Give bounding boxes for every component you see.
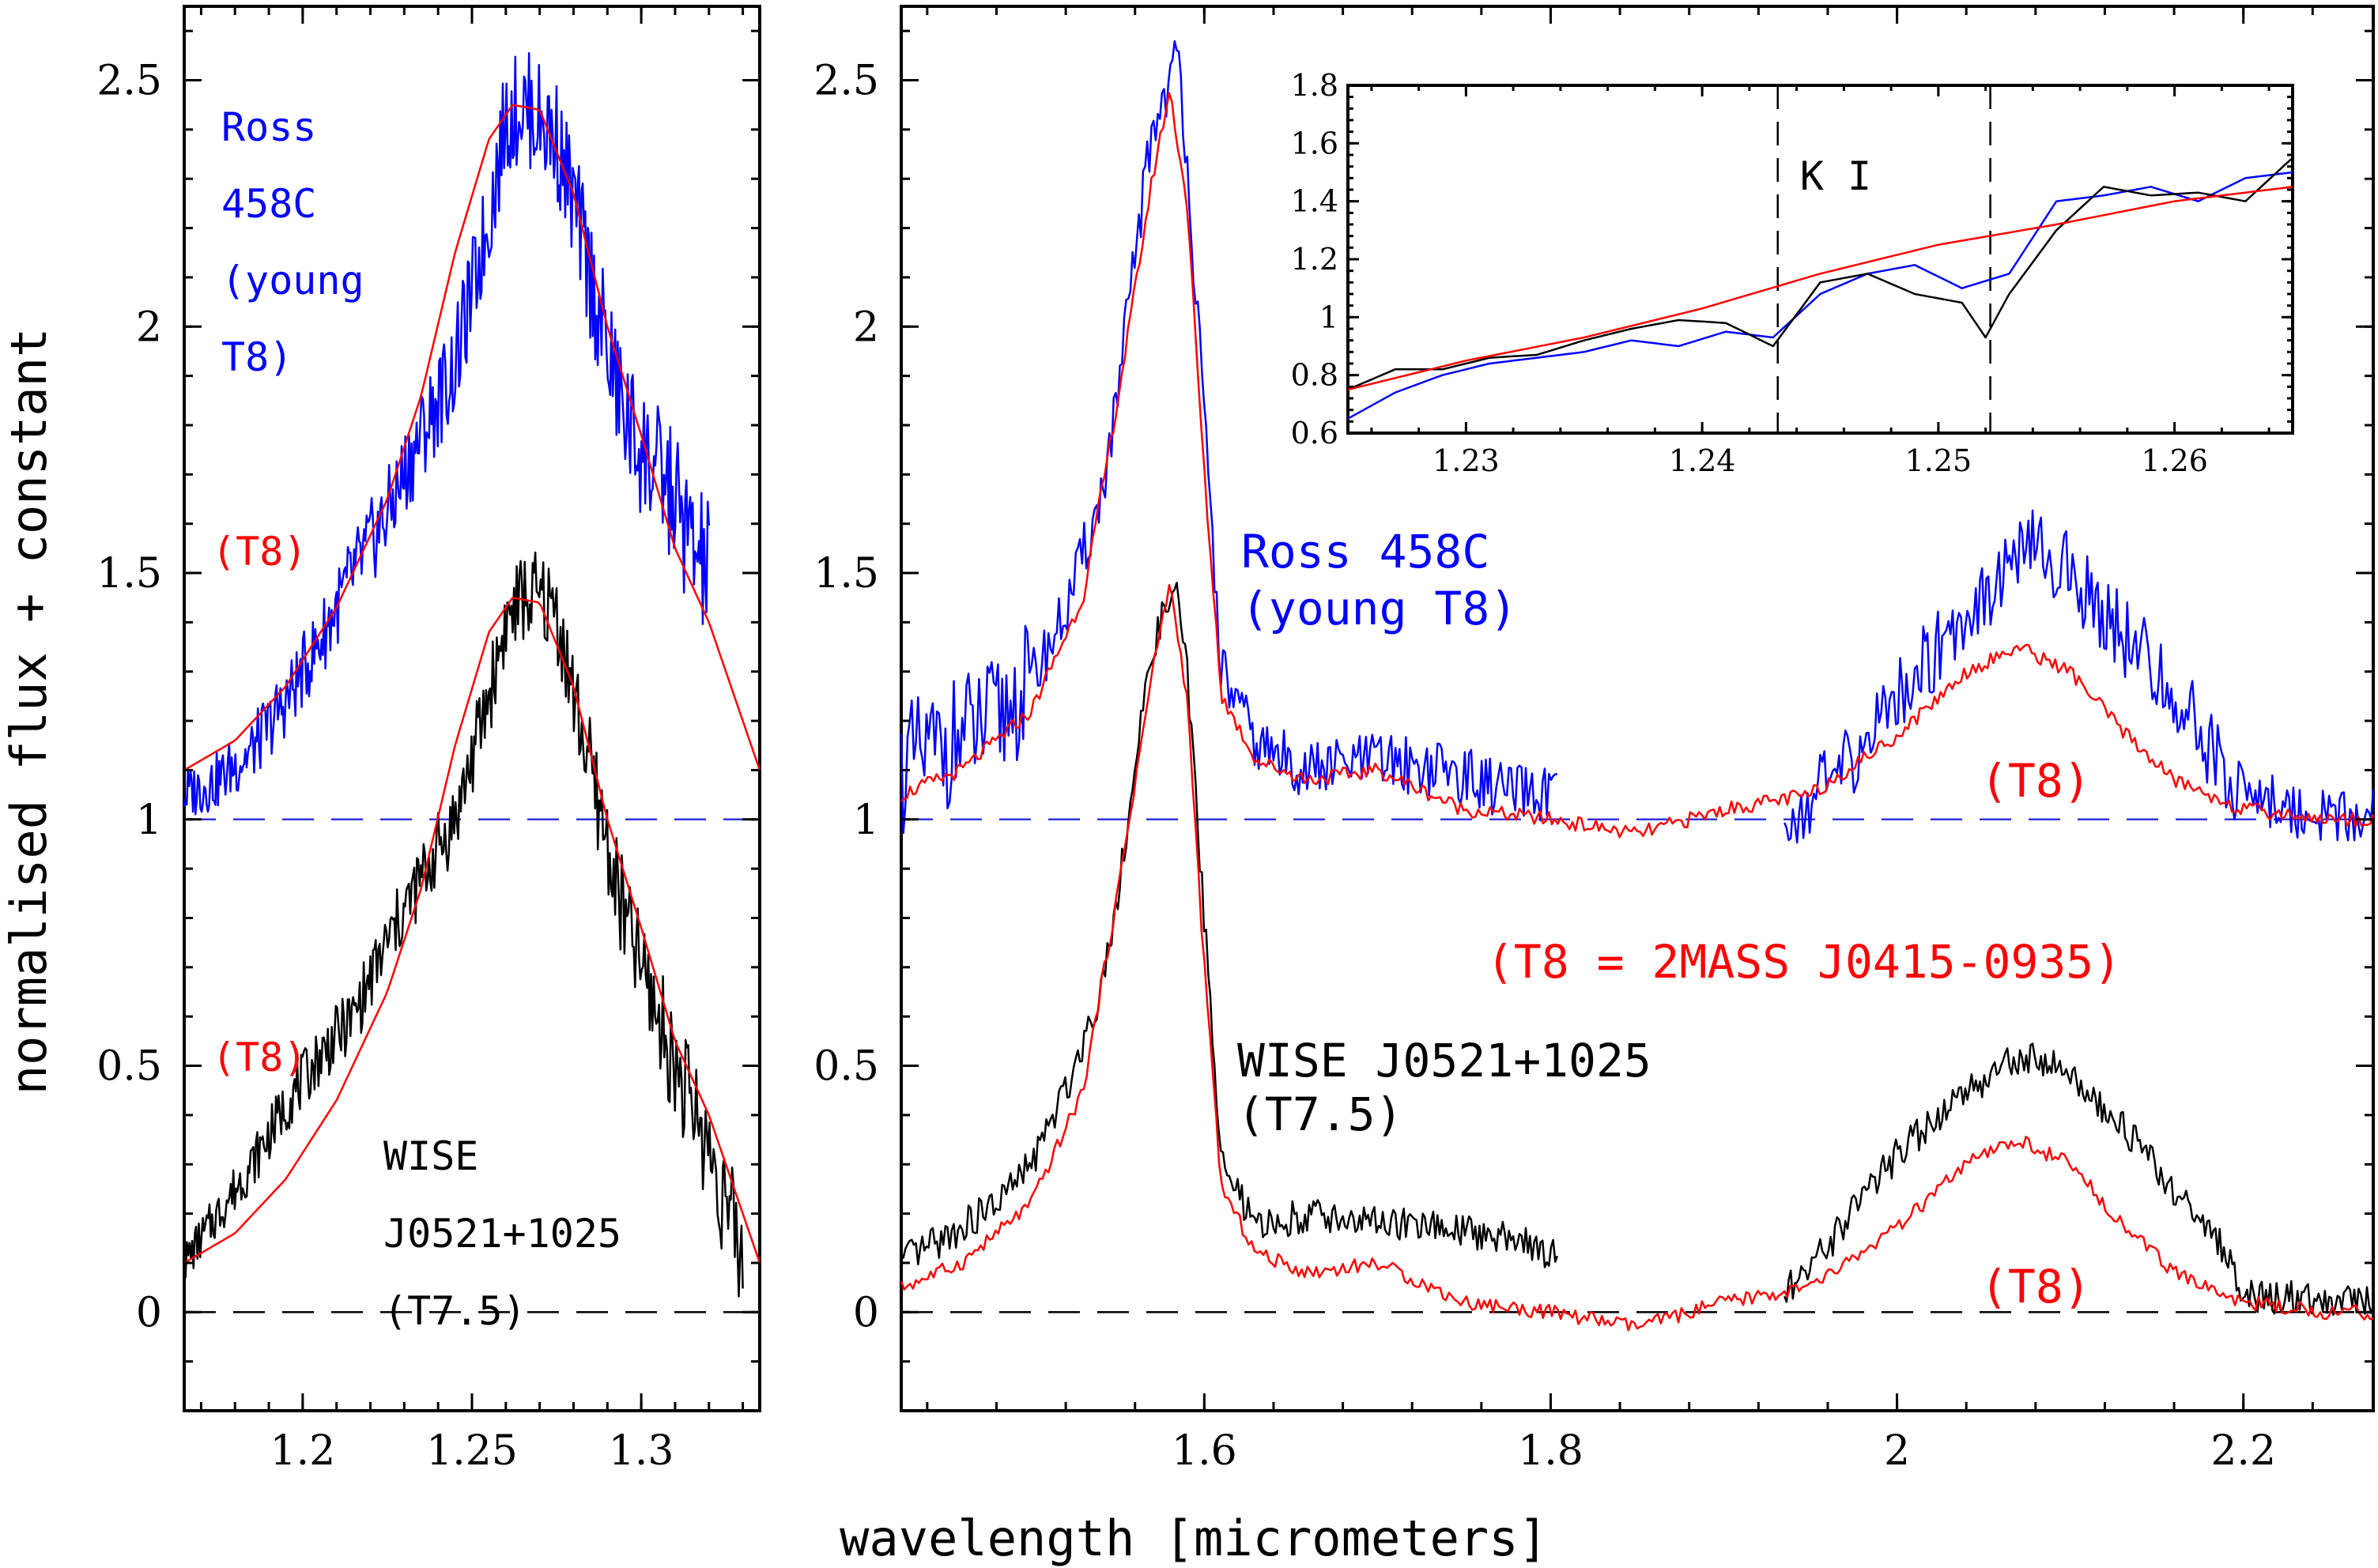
y-tick-label-main: 0.5 (813, 1043, 879, 1091)
inset-ross-spectrum (1347, 171, 2293, 420)
y-tick-label-left: 2.5 (96, 58, 162, 105)
y-tick-label-inset: 0.6 (1291, 416, 1338, 450)
y-tick-label-main: 2.5 (813, 58, 879, 105)
left-plot-area: 1.2 1.25 1.3 0 0.5 1 1.5 2 2.5 (96, 6, 761, 1475)
y-tick-label-inset: 0.8 (1291, 358, 1338, 393)
main-t8-template-upper (900, 92, 2375, 839)
inset-plot-area: 1.23 1.24 1.25 1.26 0.6 0.8 1 1.2 1.4 1.6 1.8 (1291, 68, 2293, 478)
main-t8-label-lower: (T8) (1980, 1260, 2091, 1314)
x-tick-label-inset: 1.26 (2141, 443, 2208, 478)
main-panel-frame (900, 5, 2375, 1412)
x-tick-label-left: 1.2 (270, 1427, 336, 1475)
main-plot-area: 1.6 1.8 2 2.2 0 0.5 1 1.5 2 2.5 (813, 6, 2375, 1475)
x-tick-label-inset: 1.24 (1669, 443, 1736, 478)
left-ross-spectrum (183, 52, 711, 816)
x-tick-label-left: 1.25 (426, 1427, 518, 1475)
left-ross-line-3: (young (221, 258, 364, 303)
y-tick-label-left: 1 (136, 797, 162, 844)
x-tick-label-inset: 1.25 (1905, 443, 1972, 478)
left-t8-label-top: (T8) (212, 529, 307, 575)
y-tick-label-inset: 1.4 (1291, 184, 1338, 219)
main-t8-template-lower (900, 583, 2374, 1332)
x-tick-label-left: 1.3 (609, 1427, 674, 1475)
left-wise-line-1: WISE (383, 1133, 478, 1179)
y-tick-label-left: 0 (136, 1289, 162, 1336)
left-wise-line-2: J0521+1025 (383, 1211, 621, 1257)
y-tick-label-left: 2 (136, 303, 162, 351)
y-tick-label-inset: 1 (1319, 300, 1338, 334)
x-tick-label-main: 2 (1884, 1427, 1910, 1475)
x-tick-label-main: 1.8 (1518, 1427, 1583, 1475)
main-ross-line-2: (young T8) (1241, 582, 1517, 635)
left-wise-line-3: (T7.5) (383, 1288, 527, 1334)
x-tick-label-inset: 1.23 (1432, 443, 1500, 478)
y-tick-label-main: 1 (853, 797, 879, 844)
inset-frame (1346, 84, 2294, 435)
y-tick-label-main: 0 (853, 1289, 879, 1336)
y-tick-label-inset: 1.2 (1291, 242, 1338, 277)
main-wise-line-1: WISE J0521+1025 (1237, 1034, 1651, 1087)
x-axis-label: wavelength [micrometers] (840, 1510, 1548, 1567)
main-wise-line-2: (T7.5) (1237, 1087, 1403, 1141)
main-t8-identity: (T8 = 2MASS J0415-0935) (1486, 935, 2121, 989)
left-ross-line-4: T8) (221, 334, 293, 380)
left-ross-line-1: Ross (221, 104, 316, 150)
left-t8-template-lower (183, 597, 761, 1264)
left-t8-template-upper (183, 104, 761, 771)
left-wise-spectrum (183, 551, 744, 1298)
inset-ki-label: K I (1800, 153, 1871, 199)
left-ross-label: Ross 458C (young T8) (221, 104, 364, 380)
main-ross-line-1: Ross 458C (1241, 525, 1489, 579)
y-axis-label: normalised flux + constant (0, 328, 58, 1095)
left-t8-label-bottom: (T8) (212, 1035, 307, 1080)
main-wise-spectrum (900, 582, 2375, 1316)
x-tick-label-main: 1.6 (1172, 1427, 1237, 1475)
y-tick-label-main: 2 (853, 303, 879, 351)
y-tick-label-left: 1.5 (96, 550, 162, 597)
inset-wise-spectrum (1347, 156, 2293, 391)
left-ross-line-2: 458C (221, 181, 316, 227)
y-tick-label-left: 0.5 (96, 1043, 162, 1091)
inset-t8-template (1347, 186, 2293, 391)
left-wise-label: WISE J0521+1025 (T7.5) (383, 1133, 621, 1334)
main-ross-spectrum (900, 40, 2375, 844)
y-tick-label-inset: 1.6 (1291, 126, 1338, 160)
y-tick-label-main: 1.5 (813, 550, 879, 597)
main-t8-label-upper: (T8) (1980, 754, 2091, 808)
y-tick-label-inset: 1.8 (1291, 68, 1338, 103)
x-tick-label-main: 2.2 (2210, 1427, 2276, 1475)
